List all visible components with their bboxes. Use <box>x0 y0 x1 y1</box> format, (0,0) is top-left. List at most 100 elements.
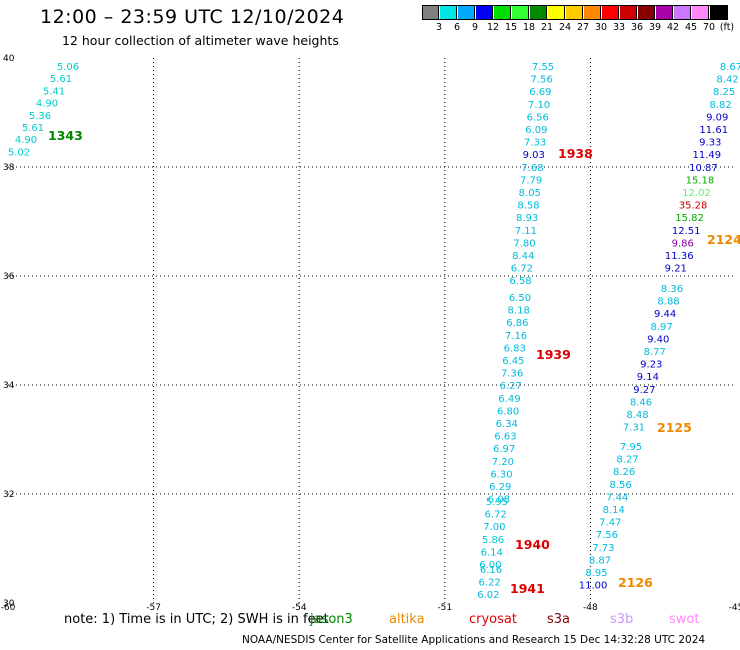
legend-swatch <box>692 5 709 20</box>
x-tick-label: -51 <box>437 603 452 613</box>
wave-height-label: 9.86 <box>672 238 694 249</box>
wave-height-label: 7.10 <box>528 100 550 111</box>
wave-height-label: 8.36 <box>661 284 683 295</box>
wave-height-label: 8.82 <box>710 100 732 111</box>
wave-height-label: 7.55 <box>532 62 554 73</box>
legend-label: 27 <box>576 22 590 33</box>
pass-time-label: 2125 <box>657 420 692 435</box>
wave-height-label: 9.44 <box>654 309 676 320</box>
wave-height-label: 6.86 <box>506 318 528 329</box>
wave-height-label: 6.72 <box>485 510 507 521</box>
wave-height-label: 9.27 <box>633 385 655 396</box>
wave-height-label: 8.05 <box>519 188 541 199</box>
wave-height-label: 6.16 <box>480 565 502 576</box>
wave-height-label: 8.25 <box>713 87 735 98</box>
legend-label: 9 <box>471 22 479 33</box>
wave-height-label: 8.87 <box>589 555 611 566</box>
wave-height-label: 8.44 <box>512 251 534 262</box>
y-tick-label: 36 <box>3 272 15 282</box>
y-tick-label: 34 <box>3 381 15 391</box>
wave-height-label: 6.80 <box>497 406 519 417</box>
wave-height-label: 8.77 <box>644 347 666 358</box>
wave-height-label: 6.69 <box>529 87 551 98</box>
wave-height-label: 8.95 <box>585 568 607 579</box>
legend-swatch <box>584 5 601 20</box>
legend-swatch <box>566 5 583 20</box>
x-tick-label: -45 <box>729 603 740 613</box>
wave-height-label: 6.83 <box>504 343 526 354</box>
wave-height-label: 9.33 <box>699 138 721 149</box>
wave-height-label: 12.51 <box>672 226 701 237</box>
wave-height-label: 15.18 <box>686 175 715 186</box>
wave-height-label: 9.03 <box>523 150 545 161</box>
legend-swatch <box>602 5 619 20</box>
wave-height-label: 6.58 <box>509 276 531 287</box>
wave-height-label: 5.61 <box>50 74 72 85</box>
wave-height-label: 6.14 <box>481 547 503 558</box>
pass-time-label: 2126 <box>618 575 653 590</box>
wave-height-label: 6.02 <box>477 590 499 601</box>
legend-label: 6 <box>453 22 461 33</box>
legend-swatch <box>674 5 691 20</box>
wave-height-label: 35.28 <box>679 201 708 212</box>
wave-height-label: 11.36 <box>665 251 694 262</box>
satellite-altika: altika <box>389 612 425 627</box>
legend-swatch <box>656 5 673 20</box>
legend-label: 30 <box>594 22 608 33</box>
wave-height-label: 6.49 <box>498 394 520 405</box>
wave-height-label: 7.73 <box>592 543 614 554</box>
wave-height-label: 9.09 <box>706 112 728 123</box>
y-tick-label: 40 <box>3 54 15 64</box>
x-tick-label: -57 <box>146 603 161 613</box>
wave-height-label: 6.09 <box>525 125 547 136</box>
wave-height-label: 6.29 <box>489 482 511 493</box>
legend-label: 36 <box>630 22 644 33</box>
wave-height-label: 6.00 <box>479 560 501 571</box>
credit-line: NOAA/NESDIS Center for Satellite Applica… <box>242 634 706 646</box>
pass-time-label: 1941 <box>510 581 545 596</box>
legend-swatch <box>620 5 637 20</box>
wave-height-label: 7.20 <box>492 457 514 468</box>
legend-label: 39 <box>648 22 662 33</box>
legend-swatch <box>422 5 439 20</box>
wave-height-label: 5.41 <box>43 86 65 97</box>
wave-height-label: 8.26 <box>613 467 635 478</box>
wave-height-label: 7.44 <box>606 492 628 503</box>
wave-height-label: 6.72 <box>511 264 533 275</box>
wave-height-label: 11.61 <box>699 125 728 136</box>
wave-height-label: 6.50 <box>509 293 531 304</box>
legend-swatch <box>548 5 565 20</box>
pass-time-label: 1343 <box>48 128 83 143</box>
wave-height-label: 6.30 <box>490 469 512 480</box>
wave-height-label: 8.14 <box>603 505 625 516</box>
legend-label: 21 <box>540 22 554 33</box>
legend-label: 3 <box>435 22 443 33</box>
x-tick-label: -48 <box>583 603 598 613</box>
wave-height-label: 7.79 <box>520 175 542 186</box>
legend-label: 45 <box>684 22 698 33</box>
wave-height-label: 5.95 <box>486 497 508 508</box>
map-subtitle: 12 hour collection of altimeter wave hei… <box>62 33 339 48</box>
legend-swatch <box>530 5 547 20</box>
wave-height-label: 7.80 <box>513 238 535 249</box>
wave-height-label: 5.36 <box>29 111 51 122</box>
wave-height-label: 5.61 <box>22 123 44 134</box>
wave-height-label: 8.48 <box>626 410 648 421</box>
wave-height-label: 7.56 <box>596 530 618 541</box>
wave-height-label: 9.40 <box>647 334 669 345</box>
pass-time-label: 1939 <box>536 347 571 362</box>
legend-swatch <box>638 5 655 20</box>
wave-height-label: 8.67 <box>720 62 740 73</box>
satellite-s3b: s3b <box>610 612 634 627</box>
wave-height-label: 4.90 <box>36 99 58 110</box>
wave-height-label: 6.56 <box>527 112 549 123</box>
wave-height-label: 8.18 <box>508 306 530 317</box>
legend-label: 24 <box>558 22 572 33</box>
wave-height-label: 11.49 <box>693 150 722 161</box>
wave-height-label: 8.42 <box>716 75 738 86</box>
wave-height-label: 7.00 <box>483 522 505 533</box>
wave-height-label: 8.58 <box>517 201 539 212</box>
satellite-jason3: jason3 <box>310 612 353 627</box>
legend-label: 70 <box>702 22 716 33</box>
